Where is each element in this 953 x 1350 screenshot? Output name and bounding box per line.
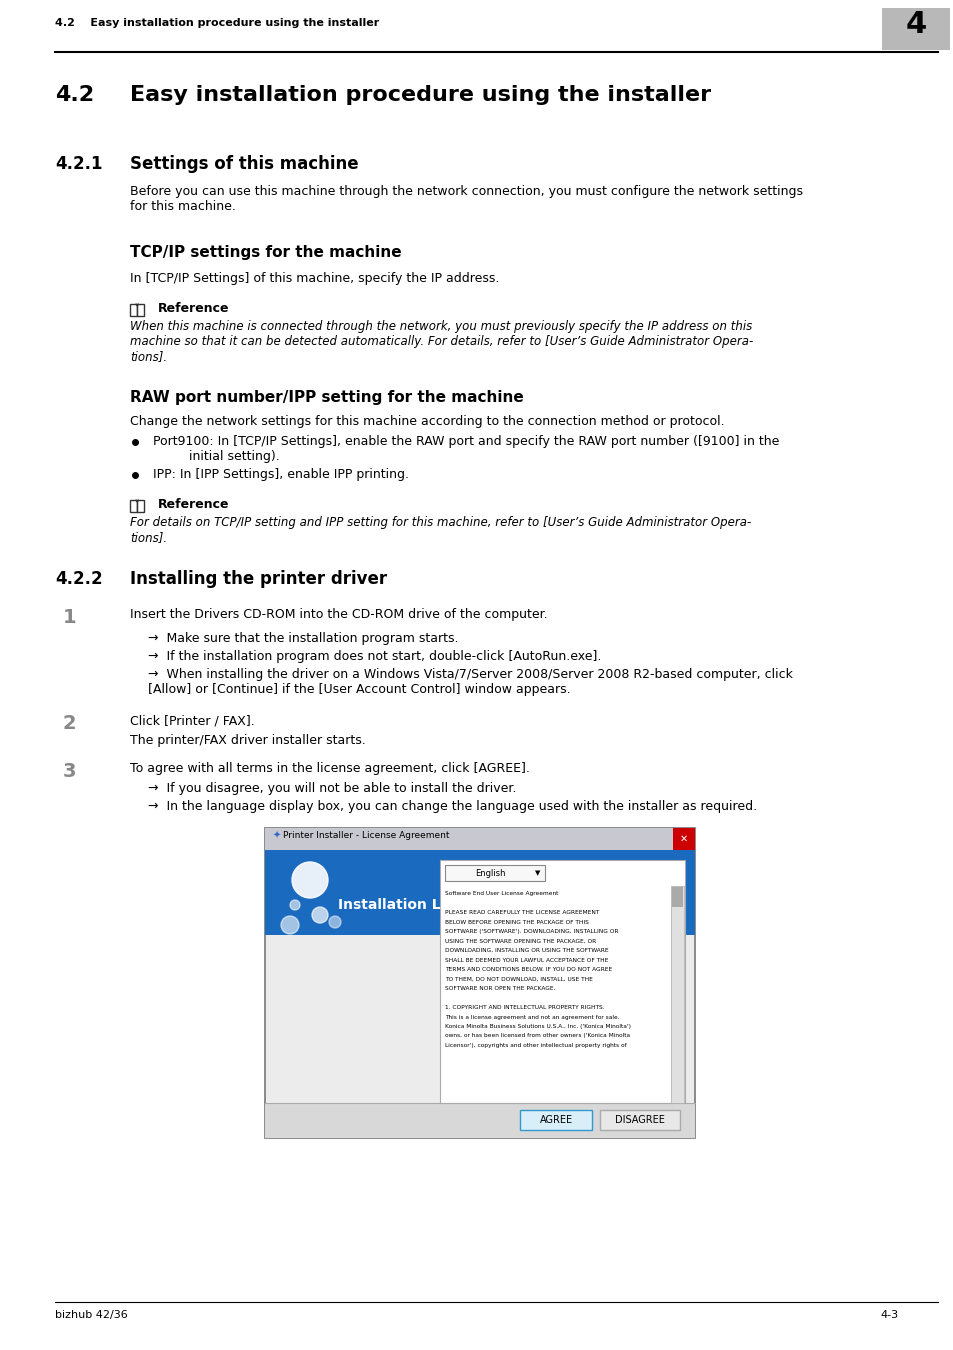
Text: Reference: Reference — [158, 302, 230, 315]
Text: Before you can use this machine through the network connection, you must configu: Before you can use this machine through … — [130, 185, 802, 213]
Text: Licensor'), copyrights and other intellectual property rights of: Licensor'), copyrights and other intelle… — [444, 1044, 626, 1048]
Circle shape — [292, 863, 328, 898]
Text: →  If you disagree, you will not be able to install the driver.: → If you disagree, you will not be able … — [148, 782, 516, 795]
Text: 4.2.1: 4.2.1 — [55, 155, 102, 173]
Text: The printer/FAX driver installer starts.: The printer/FAX driver installer starts. — [130, 734, 365, 747]
Bar — [599, 1110, 679, 1130]
Text: DOWNLOADING, INSTALLING OR USING THE SOFTWARE: DOWNLOADING, INSTALLING OR USING THE SOF… — [444, 948, 608, 953]
Bar — [882, 8, 949, 50]
Text: BELOW BEFORE OPENING THE PACKAGE OF THIS: BELOW BEFORE OPENING THE PACKAGE OF THIS — [444, 919, 588, 925]
Bar — [265, 828, 695, 1138]
Text: TCP/IP settings for the machine: TCP/IP settings for the machine — [130, 244, 401, 261]
Text: 4-3: 4-3 — [880, 1310, 898, 1320]
Text: Installing the printer driver: Installing the printer driver — [130, 570, 387, 589]
Text: DISAGREE: DISAGREE — [615, 1115, 664, 1125]
Text: IPP: In [IPP Settings], enable IPP printing.: IPP: In [IPP Settings], enable IPP print… — [152, 468, 409, 481]
Text: 1: 1 — [63, 608, 76, 626]
Bar — [672, 828, 695, 850]
Text: Settings of this machine: Settings of this machine — [130, 155, 358, 173]
FancyBboxPatch shape — [137, 500, 144, 512]
Bar — [670, 886, 683, 1103]
Bar — [265, 828, 695, 850]
Text: 4.2.2: 4.2.2 — [55, 570, 103, 589]
Bar — [265, 850, 695, 936]
Text: This is a license agreement and not an agreement for sale.: This is a license agreement and not an a… — [444, 1014, 619, 1019]
Text: 4: 4 — [904, 9, 925, 39]
Bar — [444, 865, 544, 882]
Circle shape — [329, 917, 340, 927]
Text: AGREE: AGREE — [538, 1115, 572, 1125]
Text: SOFTWARE ('SOFTWARE'). DOWNLOADING, INSTALLING OR: SOFTWARE ('SOFTWARE'). DOWNLOADING, INST… — [444, 929, 618, 934]
Text: English: English — [475, 868, 505, 878]
Bar — [439, 860, 684, 1103]
Text: When this machine is connected through the network, you must previously specify : When this machine is connected through t… — [130, 320, 753, 363]
Text: 1. COPYRIGHT AND INTELLECTUAL PROPERTY RIGHTS.: 1. COPYRIGHT AND INTELLECTUAL PROPERTY R… — [444, 1004, 604, 1010]
FancyBboxPatch shape — [130, 304, 137, 316]
Text: ▼: ▼ — [535, 869, 540, 876]
Text: In [TCP/IP Settings] of this machine, specify the IP address.: In [TCP/IP Settings] of this machine, sp… — [130, 271, 498, 285]
Text: →  Make sure that the installation program starts.: → Make sure that the installation progra… — [148, 632, 458, 645]
Circle shape — [290, 900, 299, 910]
Bar — [519, 1110, 592, 1130]
Text: Easy installation procedure using the installer: Easy installation procedure using the in… — [130, 85, 710, 105]
Text: owns, or has been licensed from other owners ('Konica Minolta: owns, or has been licensed from other ow… — [444, 1034, 630, 1038]
Bar — [265, 1103, 695, 1138]
FancyBboxPatch shape — [137, 304, 144, 316]
Text: →  When installing the driver on a Windows Vista/7/Server 2008/Server 2008 R2-ba: → When installing the driver on a Window… — [148, 668, 792, 697]
Text: bizhub 42/36: bizhub 42/36 — [55, 1310, 128, 1320]
Text: Installation License Agreement: Installation License Agreement — [337, 898, 581, 913]
Text: Insert the Drivers CD-ROM into the CD-ROM drive of the computer.: Insert the Drivers CD-ROM into the CD-RO… — [130, 608, 547, 621]
Text: Change the network settings for this machine according to the connection method : Change the network settings for this mac… — [130, 414, 724, 428]
Bar — [671, 887, 682, 907]
Text: 2: 2 — [63, 714, 76, 733]
Text: TO THEM, DO NOT DOWNLOAD, INSTALL, USE THE: TO THEM, DO NOT DOWNLOAD, INSTALL, USE T… — [444, 976, 592, 981]
Text: PLEASE READ CAREFULLY THE LICENSE AGREEMENT: PLEASE READ CAREFULLY THE LICENSE AGREEM… — [444, 910, 598, 915]
Text: Konica Minolta Business Solutions U.S.A., Inc. ('Konica Minolta'): Konica Minolta Business Solutions U.S.A.… — [444, 1025, 630, 1029]
Text: ✕: ✕ — [679, 834, 687, 844]
Text: 4.2    Easy installation procedure using the installer: 4.2 Easy installation procedure using th… — [55, 18, 379, 28]
Text: Printer Installer - License Agreement: Printer Installer - License Agreement — [283, 832, 449, 840]
Text: Reference: Reference — [158, 498, 230, 512]
Text: Software End User License Agreement: Software End User License Agreement — [444, 891, 558, 896]
Text: SHALL BE DEEMED YOUR LAWFUL ACCEPTANCE OF THE: SHALL BE DEEMED YOUR LAWFUL ACCEPTANCE O… — [444, 957, 608, 963]
Text: TERMS AND CONDITIONS BELOW. IF YOU DO NOT AGREE: TERMS AND CONDITIONS BELOW. IF YOU DO NO… — [444, 967, 612, 972]
Text: Port9100: In [TCP/IP Settings], enable the RAW port and specify the RAW port num: Port9100: In [TCP/IP Settings], enable t… — [152, 435, 779, 463]
Text: →  If the installation program does not start, double-click [AutoRun.exe].: → If the installation program does not s… — [148, 649, 600, 663]
Text: USING THE SOFTWARE OPENING THE PACKAGE, OR: USING THE SOFTWARE OPENING THE PACKAGE, … — [444, 938, 596, 944]
Text: RAW port number/IPP setting for the machine: RAW port number/IPP setting for the mach… — [130, 390, 523, 405]
Circle shape — [281, 917, 298, 934]
Circle shape — [312, 907, 328, 923]
Text: 4.2: 4.2 — [55, 85, 94, 105]
Text: SOFTWARE NOR OPEN THE PACKAGE.: SOFTWARE NOR OPEN THE PACKAGE. — [444, 986, 555, 991]
FancyBboxPatch shape — [130, 500, 137, 512]
Text: To agree with all terms in the license agreement, click [AGREE].: To agree with all terms in the license a… — [130, 761, 529, 775]
Text: ✦: ✦ — [273, 832, 281, 841]
Text: Click [Printer / FAX].: Click [Printer / FAX]. — [130, 714, 254, 728]
Text: For details on TCP/IP setting and IPP setting for this machine, refer to [User’s: For details on TCP/IP setting and IPP se… — [130, 516, 750, 544]
Text: →  In the language display box, you can change the language used with the instal: → In the language display box, you can c… — [148, 801, 757, 813]
Text: 3: 3 — [63, 761, 76, 782]
